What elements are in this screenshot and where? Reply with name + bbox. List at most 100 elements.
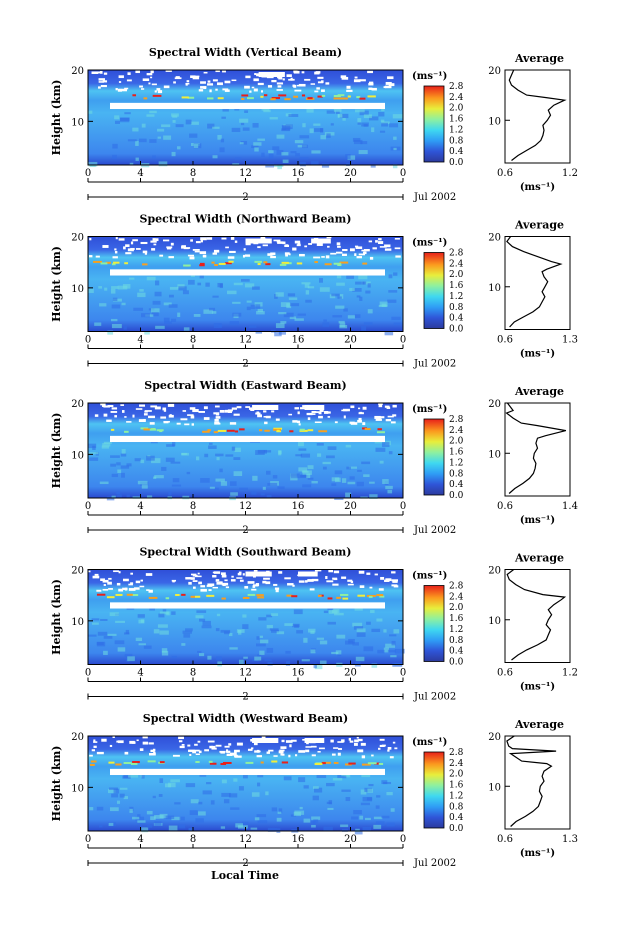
missing-data-cell bbox=[96, 751, 104, 755]
missing-data-cell bbox=[356, 256, 362, 259]
heatmap-cell bbox=[115, 620, 125, 623]
heatmap-cell bbox=[257, 782, 261, 787]
heatmap-hot-cell bbox=[152, 94, 162, 97]
heatmap-cell bbox=[296, 630, 304, 634]
missing-data-cell bbox=[253, 88, 258, 92]
missing-data-cell bbox=[89, 255, 93, 258]
missing-data-cell bbox=[285, 740, 293, 743]
heatmap-cell bbox=[329, 294, 336, 299]
heatmap-cell bbox=[120, 465, 130, 469]
colorbar-tick-label: 0.8 bbox=[449, 136, 464, 146]
missing-data-cell bbox=[219, 409, 225, 413]
missing-data-cell bbox=[304, 245, 308, 248]
average-title: Average bbox=[514, 552, 564, 565]
heatmap-cell bbox=[177, 312, 181, 318]
x-tick-label: 16 bbox=[292, 668, 305, 679]
heatmap-cell bbox=[393, 272, 398, 276]
missing-data-cell bbox=[374, 573, 378, 576]
heatmap-cell bbox=[281, 152, 289, 156]
heatmap-cell bbox=[121, 448, 126, 454]
missing-data-cell bbox=[389, 756, 394, 759]
missing-data-cell bbox=[387, 749, 390, 752]
heatmap-cell bbox=[242, 127, 250, 131]
missing-data-cell bbox=[124, 87, 129, 90]
missing-data-cell bbox=[305, 580, 308, 583]
heatmap-cell bbox=[239, 142, 244, 145]
heatmap-cell bbox=[126, 463, 132, 467]
missing-data-cell bbox=[245, 75, 251, 79]
heatmap-hot-cell bbox=[362, 262, 368, 265]
missing-data-cell bbox=[187, 414, 194, 416]
heatmap-hot-cell bbox=[317, 594, 322, 597]
heatmap-cell bbox=[260, 639, 269, 644]
heatmap-cell bbox=[171, 611, 176, 615]
x-tick-label: 0 bbox=[85, 335, 91, 346]
missing-data-cell bbox=[305, 746, 312, 748]
heatmap-cell bbox=[89, 807, 94, 811]
missing-data-cell bbox=[227, 256, 235, 259]
heatmap-hot-cell bbox=[337, 264, 342, 267]
heatmap-cell bbox=[225, 454, 234, 457]
missing-data-cell bbox=[170, 242, 174, 246]
heatmap-cell bbox=[295, 454, 303, 457]
missing-data-cell bbox=[297, 242, 301, 246]
heatmap-cell bbox=[394, 648, 405, 654]
missing-data-cell bbox=[290, 77, 293, 81]
heatmap-cell bbox=[161, 466, 167, 471]
heatmap-cell bbox=[220, 481, 228, 486]
missing-data-cell bbox=[192, 409, 199, 413]
heatmap-cell bbox=[313, 819, 319, 824]
heatmap-cell bbox=[221, 116, 226, 119]
missing-data-cell bbox=[298, 580, 305, 583]
missing-data-cell bbox=[159, 254, 164, 257]
heatmap-cell bbox=[275, 292, 284, 297]
heatmap-hot-cell bbox=[208, 760, 213, 763]
heatmap-hot-cell bbox=[321, 94, 326, 97]
heatmap-hot-cell bbox=[359, 97, 366, 100]
heatmap-hot-cell bbox=[336, 596, 341, 599]
heatmap-cell bbox=[112, 297, 118, 302]
missing-data-cell bbox=[394, 247, 401, 250]
missing-data-cell bbox=[231, 407, 238, 410]
heatmap-cell bbox=[371, 628, 381, 633]
heatmap-cell bbox=[97, 631, 108, 636]
heatmap-hot-cell bbox=[217, 97, 224, 100]
missing-data-cell bbox=[176, 422, 181, 425]
missing-data-cell bbox=[263, 410, 267, 413]
heatmap-cell bbox=[316, 443, 324, 446]
missing-data-cell bbox=[279, 749, 285, 752]
heatmap-cell bbox=[255, 304, 261, 309]
heatmap-cell bbox=[293, 811, 302, 817]
heatmap-hot-cell bbox=[143, 428, 153, 431]
missing-data-cell bbox=[194, 749, 200, 752]
heatmap-cell bbox=[341, 828, 348, 832]
x-tick-label: 16 bbox=[292, 834, 305, 845]
heatmap-cell bbox=[113, 298, 122, 302]
day-label: 2 bbox=[242, 858, 248, 869]
missing-data-cell bbox=[262, 580, 267, 584]
date-label: Jul 2002 bbox=[413, 525, 456, 536]
heatmap-cell bbox=[98, 286, 103, 289]
heatmap-cell bbox=[243, 656, 248, 659]
missing-data-cell bbox=[153, 243, 157, 246]
missing-data-cell bbox=[318, 747, 325, 750]
missing-data-cell bbox=[349, 248, 355, 252]
missing-data-gap bbox=[311, 238, 331, 244]
heatmap-cell bbox=[116, 462, 121, 466]
missing-data-cell bbox=[357, 738, 363, 742]
heatmap-cell bbox=[164, 321, 172, 324]
missing-data-cell bbox=[298, 750, 306, 753]
missing-data-cell bbox=[256, 411, 260, 414]
heatmap-cell bbox=[259, 650, 265, 655]
missing-data-cell bbox=[318, 415, 323, 419]
missing-data-cell bbox=[100, 403, 106, 406]
heatmap-cell bbox=[267, 662, 273, 666]
heatmap-cell bbox=[337, 774, 347, 779]
missing-data-cell bbox=[107, 581, 112, 585]
missing-data-cell bbox=[224, 80, 231, 84]
colorbar-tick-label: 0.0 bbox=[449, 325, 464, 335]
heatmap-hot-cell bbox=[142, 263, 148, 266]
heatmap-hot-cell bbox=[195, 761, 200, 764]
missing-data-cell bbox=[337, 245, 341, 248]
missing-data-cell bbox=[200, 86, 207, 89]
